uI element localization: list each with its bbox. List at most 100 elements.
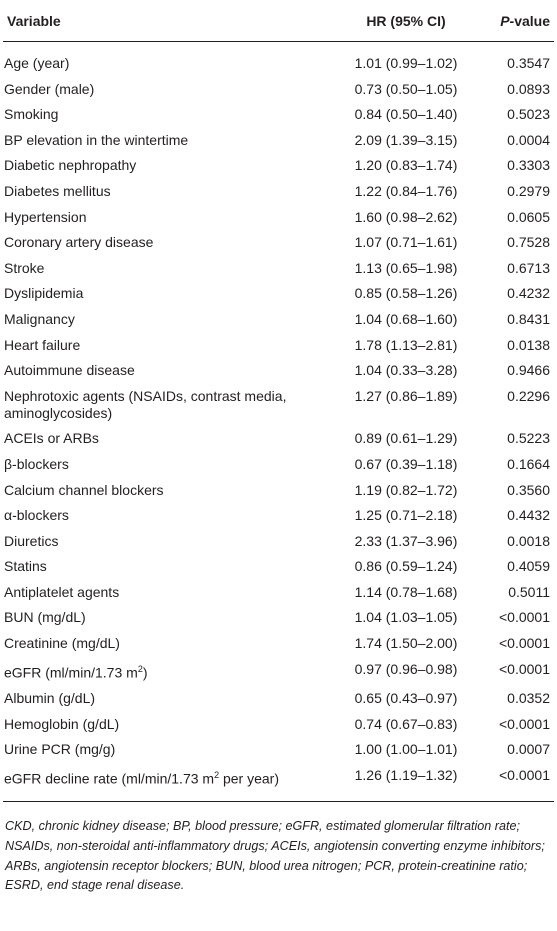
variable-text: Hemoglobin (g/dL)	[4, 715, 120, 732]
cell-variable: BP elevation in the wintertime	[3, 127, 333, 153]
cell-variable: Stroke	[3, 255, 333, 281]
table-row: Dyslipidemia 0.85 (0.58–1.26) 0.4232	[3, 281, 554, 307]
cell-hr: 0.86 (0.59–1.24)	[354, 558, 458, 575]
cell-variable: Hemoglobin (g/dL)	[3, 711, 333, 737]
cell-p-value: 0.4232	[507, 285, 550, 302]
table-row: Hemoglobin (g/dL) 0.74 (0.67–0.83) <0.0001	[3, 711, 554, 737]
cell-variable: Age (year)	[3, 42, 333, 77]
table-row: BP elevation in the wintertime 2.09 (1.39…	[3, 127, 554, 153]
cell-variable: Coronary artery disease	[3, 230, 333, 256]
cell-variable: ACEIs or ARBs	[3, 426, 333, 452]
variable-text: Creatinine (mg/dL)	[4, 635, 120, 652]
table-row: Autoimmune disease 1.04 (0.33–3.28) 0.9466	[3, 358, 554, 384]
cell-variable: Heart failure	[3, 332, 333, 358]
cell-p-value: <0.0001	[499, 715, 550, 732]
table-row: α-blockers 1.25 (0.71–2.18) 0.4432	[3, 503, 554, 529]
cell-variable: Gender (male)	[3, 76, 333, 102]
cell-p-value: <0.0001	[499, 609, 550, 626]
variable-text: Malignancy	[4, 310, 75, 327]
cell-hr: 1.13 (0.65–1.98)	[354, 259, 458, 276]
table-row: Age (year) 1.01 (0.99–1.02) 0.3547	[3, 42, 554, 77]
table-row: Creatinine (mg/dL) 1.74 (1.50–2.00) <0.000…	[3, 631, 554, 657]
cell-hr: 1.00 (1.00–1.01)	[354, 741, 458, 758]
cell-hr: 0.85 (0.58–1.26)	[354, 285, 458, 302]
cell-hr: 0.97 (0.96–0.98)	[354, 660, 458, 677]
cell-variable: Creatinine (mg/dL)	[3, 631, 333, 657]
variable-superscript: 2	[137, 663, 143, 674]
table-row: β-blockers 0.67 (0.39–1.18) 0.1664	[3, 452, 554, 478]
cell-hr: 1.01 (0.99–1.02)	[354, 55, 458, 71]
cell-hr: 1.27 (0.86–1.89)	[354, 387, 458, 404]
cell-p-value: <0.0001	[499, 660, 550, 677]
variable-text: Hypertension	[4, 208, 87, 225]
cell-variable: Statins	[3, 554, 333, 580]
variable-text: Smoking	[4, 106, 59, 123]
table-row: eGFR (ml/min/1.73 m2) 0.97 (0.96–0.98) <0.…	[3, 656, 554, 685]
variable-text: Urine PCR (mg/g)	[4, 741, 116, 758]
cell-p-value: 0.4432	[507, 507, 550, 524]
cell-variable: β-blockers	[3, 452, 333, 478]
cell-hr: 1.20 (0.83–1.74)	[354, 157, 458, 174]
variable-text-suffix: per year)	[219, 770, 280, 787]
variable-text-suffix: )	[142, 664, 148, 681]
cell-hr: 0.65 (0.43–0.97)	[354, 689, 458, 706]
cell-p-value: 0.0018	[507, 532, 550, 549]
cell-p-value: 0.0605	[507, 208, 550, 225]
cell-hr: 1.19 (0.82–1.72)	[354, 481, 458, 498]
table-row: Urine PCR (mg/g) 1.00 (1.00–1.01) 0.0007	[3, 737, 554, 763]
table-row: Smoking 0.84 (0.50–1.40) 0.5023	[3, 102, 554, 128]
cell-p-value: 0.2979	[507, 182, 550, 199]
cell-p-value: 0.9466	[507, 362, 550, 379]
cell-hr: 0.74 (0.67–0.83)	[354, 715, 458, 732]
table-row: Coronary artery disease 1.07 (0.71–1.61) 0…	[3, 230, 554, 256]
variable-text: Calcium channel blockers	[4, 481, 164, 498]
variable-text: Diabetes mellitus	[4, 182, 111, 199]
cell-p-value: 0.5023	[507, 106, 550, 123]
variable-text: Heart failure	[4, 336, 81, 353]
variable-text: Coronary artery disease	[4, 234, 154, 251]
cell-variable: Smoking	[3, 102, 333, 128]
table-row: BUN (mg/dL) 1.04 (1.03–1.05) <0.0001	[3, 605, 554, 631]
variable-text: ACEIs or ARBs	[4, 430, 99, 447]
cell-variable: Antiplatelet agents	[3, 580, 333, 606]
cell-p-value: 0.1664	[507, 455, 550, 472]
cell-p-value: 0.0893	[507, 80, 550, 97]
cell-variable: α-blockers	[3, 503, 333, 529]
header-p-value: P-value	[465, 0, 554, 42]
cell-variable: Autoimmune disease	[3, 358, 333, 384]
table-row: Hypertension 1.60 (0.98–2.62) 0.0605	[3, 204, 554, 230]
table-row: Gender (male) 0.73 (0.50–1.05) 0.0893	[3, 76, 554, 102]
cell-variable: Diabetes mellitus	[3, 179, 333, 205]
table-row: Antiplatelet agents 1.14 (0.78–1.68) 0.501…	[3, 580, 554, 606]
cell-hr: 0.73 (0.50–1.05)	[354, 80, 458, 97]
table-body: Age (year) 1.01 (0.99–1.02) 0.3547 Gender (…	[3, 42, 554, 802]
cell-variable: Urine PCR (mg/g)	[3, 737, 333, 763]
table-row: Diabetes mellitus 1.22 (0.84–1.76) 0.2979	[3, 179, 554, 205]
variable-text: BUN (mg/dL)	[4, 609, 86, 626]
variable-text: Gender (male)	[4, 80, 95, 97]
table-row: Albumin (g/dL) 0.65 (0.43–0.97) 0.0352	[3, 686, 554, 712]
cell-variable: Dyslipidemia	[3, 281, 333, 307]
hazard-ratio-table: Variable HR (95% CI) P-value Age (year) 1…	[3, 0, 554, 801]
variable-text: Stroke	[4, 259, 45, 276]
cell-variable: Malignancy	[3, 307, 333, 333]
header-p-rest: -value	[509, 12, 550, 29]
cell-p-value: <0.0001	[499, 635, 550, 652]
variable-text: BP elevation in the wintertime	[4, 131, 189, 148]
table-row: Statins 0.86 (0.59–1.24) 0.4059	[3, 554, 554, 580]
variable-text: Autoimmune disease	[4, 362, 135, 379]
table-footnote: CKD, chronic kidney disease; BP, blood p…	[5, 819, 545, 893]
cell-hr: 0.89 (0.61–1.29)	[354, 430, 458, 447]
table-row: eGFR decline rate (ml/min/1.73 m2 per ye…	[3, 762, 554, 801]
header-p-italic: P	[500, 12, 510, 29]
variable-text: Statins	[4, 558, 47, 575]
cell-hr: 1.26 (1.19–1.32)	[354, 766, 458, 783]
cell-p-value: 0.3547	[507, 55, 550, 71]
variable-text: Diabetic nephropathy	[4, 157, 137, 174]
table-header: Variable HR (95% CI) P-value	[3, 0, 554, 42]
table-row: Calcium channel blockers 1.19 (0.82–1.72)…	[3, 477, 554, 503]
variable-text: α-blockers	[4, 507, 69, 524]
cell-variable: Albumin (g/dL)	[3, 686, 333, 712]
variable-superscript: 2	[214, 769, 220, 780]
cell-variable: Calcium channel blockers	[3, 477, 333, 503]
